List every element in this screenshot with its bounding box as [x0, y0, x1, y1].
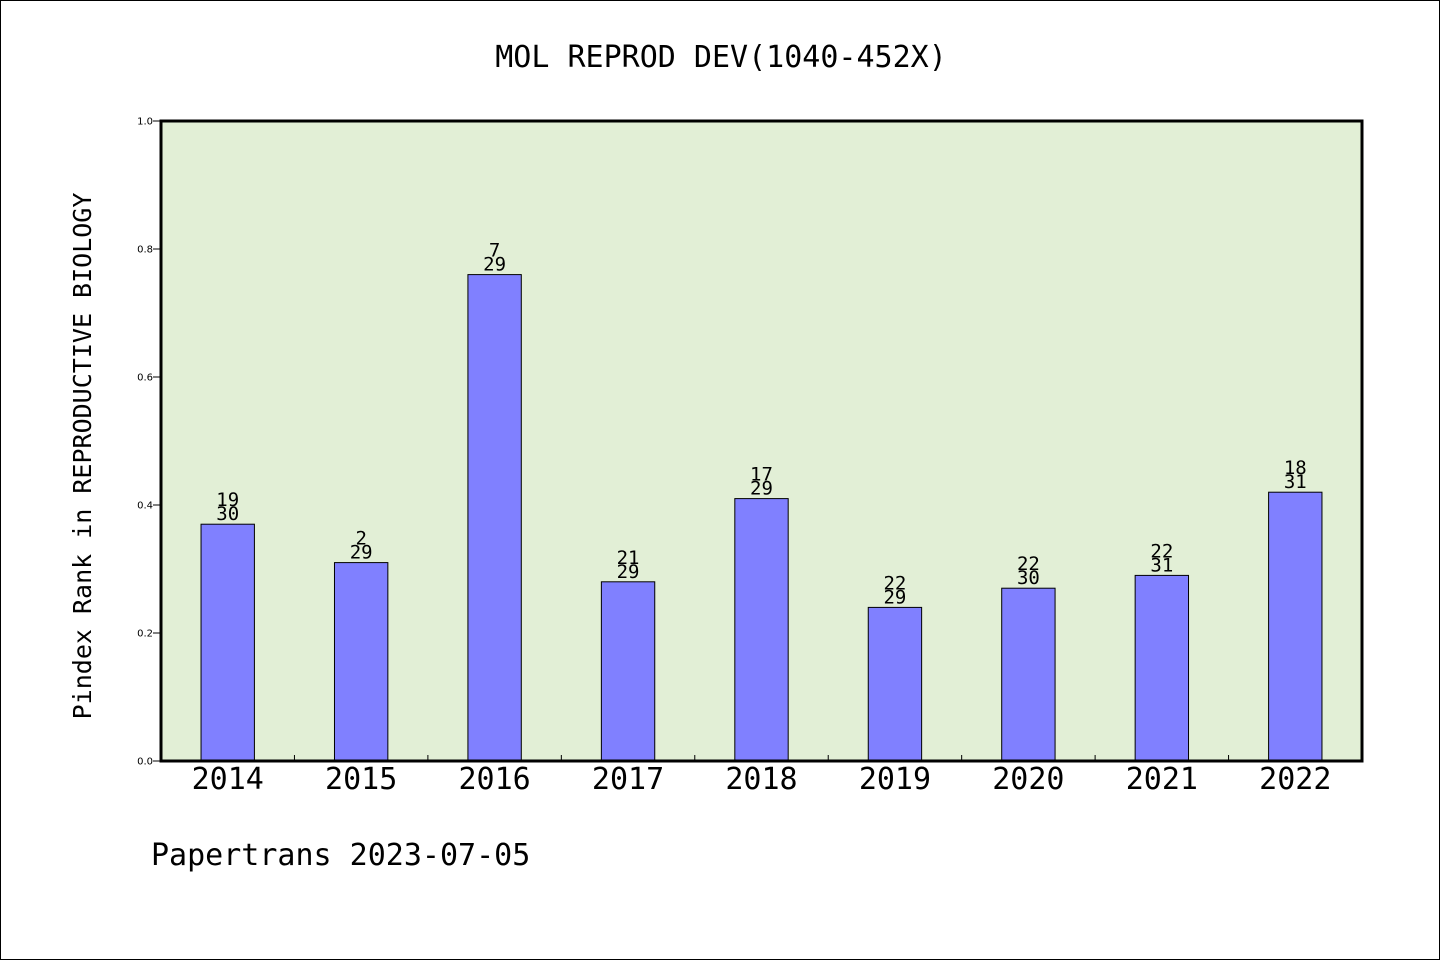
x-tick-label: 2017	[592, 762, 664, 797]
bar-rank-label: 21	[617, 547, 640, 569]
bar-rank-label: 22	[1017, 553, 1040, 575]
x-tick-label: 2019	[859, 762, 931, 797]
bar-2018	[734, 498, 789, 762]
bar-total-label: 31	[1150, 554, 1173, 576]
bar-2017	[600, 581, 656, 762]
bar-rank-label: 18	[1284, 457, 1307, 479]
x-tick-label: 2016	[458, 762, 530, 797]
bar-2015	[333, 562, 389, 762]
bar-rank-label: 17	[750, 464, 773, 486]
y-tick-label: 0.6	[137, 373, 153, 384]
x-tick-label: 2015	[325, 762, 397, 797]
x-tick-label: 2020	[992, 762, 1064, 797]
y-tick-label: 0.2	[137, 629, 153, 640]
y-tick-label: 0.0	[137, 757, 153, 768]
bar-total-label: 29	[617, 561, 640, 583]
bar-total-label: 29	[883, 586, 906, 608]
bar-2014	[200, 523, 255, 762]
x-tick-label: 2018	[725, 762, 797, 797]
bar-2020	[1001, 587, 1056, 762]
y-tick-label: 0.8	[137, 245, 153, 256]
chart-title: MOL REPROD DEV(1040-452X)	[495, 40, 947, 75]
bars-group	[200, 274, 1323, 762]
bar-total-label: 29	[350, 542, 373, 564]
bar-total-label: 30	[216, 503, 239, 525]
bar-total-label: 31	[1284, 471, 1307, 493]
plot-border	[159, 119, 1364, 763]
bar-total-label: 30	[1017, 567, 1040, 589]
bar-total-label: 29	[750, 478, 773, 500]
x-axis-ticks: 2014 2015 2016 2017 2018 2019 2020 2021 2022	[192, 755, 1331, 797]
y-tick-label: 1.0	[137, 117, 153, 128]
bar-total-label: 29	[483, 254, 506, 276]
x-tick-label: 2022	[1259, 762, 1331, 797]
bar-rank-label: 7	[489, 240, 500, 262]
x-tick-label: 2014	[192, 762, 264, 797]
bar-2021	[1134, 574, 1190, 762]
bar-2016	[467, 274, 522, 762]
y-axis-ticks: 0.0 0.2 0.4 0.6 0.8 1.0	[137, 117, 161, 768]
bar-rank-label: 22	[1150, 540, 1173, 562]
y-axis-label: Pindex Rank in REPRODUCTIVE BIOLOGY	[68, 193, 97, 720]
bar-rank-label: 22	[883, 572, 906, 594]
bar-2022	[1268, 491, 1323, 762]
bar-rank-label: 19	[216, 489, 239, 511]
x-tick-label: 2021	[1126, 762, 1198, 797]
footer-credit: Papertrans 2023-07-05	[151, 838, 530, 873]
bar-rank-label: 2	[355, 528, 366, 550]
y-tick-label: 0.4	[137, 501, 153, 512]
bar-2019	[867, 606, 923, 762]
